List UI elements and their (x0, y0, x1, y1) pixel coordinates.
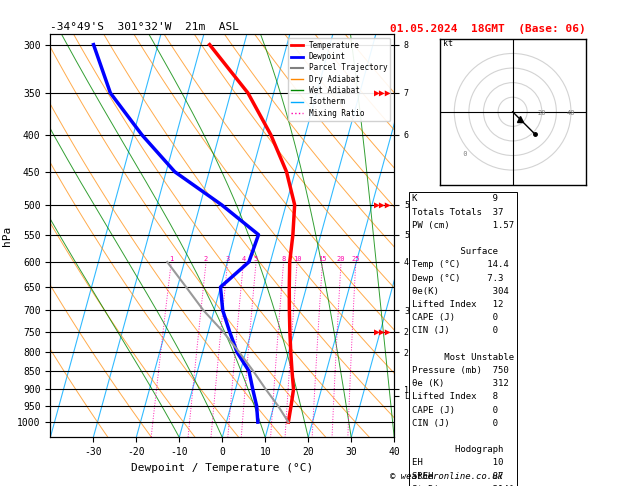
Text: ▶▶▶: ▶▶▶ (374, 88, 392, 98)
Text: ▶▶▶: ▶▶▶ (374, 327, 392, 337)
Text: © weatheronline.co.uk: © weatheronline.co.uk (390, 472, 503, 481)
Legend: Temperature, Dewpoint, Parcel Trajectory, Dry Adiabat, Wet Adiabat, Isotherm, Mi: Temperature, Dewpoint, Parcel Trajectory… (288, 38, 391, 121)
Text: 5: 5 (254, 256, 258, 262)
Text: 20: 20 (337, 256, 345, 262)
Text: 1: 1 (169, 256, 174, 262)
Text: K              9
Totals Totals  37
PW (cm)        1.57

         Surface
Temp (°: K 9 Totals Totals 37 PW (cm) 1.57 Surfac… (412, 194, 514, 486)
Text: -34°49'S  301°32'W  21m  ASL: -34°49'S 301°32'W 21m ASL (50, 22, 239, 32)
Text: 40: 40 (567, 110, 575, 116)
Text: 3: 3 (225, 256, 230, 262)
Text: 10: 10 (293, 256, 301, 262)
Text: 01.05.2024  18GMT  (Base: 06): 01.05.2024 18GMT (Base: 06) (390, 24, 586, 35)
Text: kt: kt (443, 39, 453, 48)
Text: 20: 20 (538, 110, 546, 116)
Text: 8: 8 (281, 256, 286, 262)
Text: 25: 25 (352, 256, 360, 262)
Text: 2: 2 (204, 256, 208, 262)
Text: 15: 15 (318, 256, 326, 262)
Y-axis label: km
ASL: km ASL (425, 227, 446, 244)
Text: ▶▶▶: ▶▶▶ (374, 200, 392, 210)
Y-axis label: hPa: hPa (1, 226, 11, 246)
Text: 4: 4 (242, 256, 245, 262)
Text: ₀: ₀ (462, 148, 469, 157)
X-axis label: Dewpoint / Temperature (°C): Dewpoint / Temperature (°C) (131, 463, 313, 473)
